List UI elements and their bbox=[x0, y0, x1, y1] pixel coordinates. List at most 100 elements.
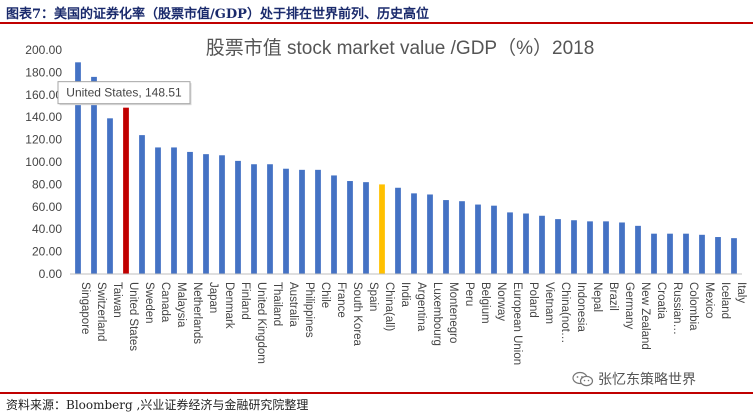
bar bbox=[75, 62, 81, 274]
watermark-text: 张忆东策略世界 bbox=[598, 372, 696, 388]
bar bbox=[123, 107, 129, 275]
x-tick-label: Brazil bbox=[607, 282, 619, 311]
bar bbox=[459, 201, 465, 274]
tooltip-box bbox=[57, 81, 191, 105]
x-tick-label: Australia bbox=[287, 282, 299, 327]
bar bbox=[475, 204, 481, 274]
bar bbox=[667, 233, 673, 274]
bar bbox=[651, 233, 657, 274]
y-axis: 0.00 20.00 40.00 60.00 80.00 100.00 120.00 140.… bbox=[25, 43, 62, 281]
bar bbox=[571, 220, 577, 274]
x-tick-label: Belgium bbox=[479, 282, 491, 324]
bar bbox=[619, 222, 625, 274]
bar bbox=[411, 193, 417, 274]
x-tick-label: Argentina bbox=[415, 282, 427, 332]
bar bbox=[315, 169, 321, 274]
bar bbox=[555, 219, 561, 274]
bar bbox=[507, 212, 513, 274]
x-tick-label: Mexico bbox=[703, 282, 715, 318]
x-tick-label: Spain bbox=[367, 282, 379, 311]
bar bbox=[299, 169, 305, 274]
x-tick-label: Italy bbox=[735, 282, 747, 303]
x-tick-label: Poland bbox=[527, 282, 539, 318]
bar bbox=[187, 151, 193, 274]
bar bbox=[603, 221, 609, 274]
x-tick-label: Taiwan bbox=[111, 282, 123, 318]
bar bbox=[427, 194, 433, 274]
x-tick-label: Croatia bbox=[655, 282, 667, 320]
bar bbox=[251, 164, 257, 274]
x-tick-label: Russian… bbox=[671, 282, 683, 335]
x-tick-label: Germany bbox=[623, 282, 635, 330]
bar bbox=[347, 181, 353, 274]
x-tick-label: Luxembourg bbox=[431, 282, 443, 346]
y-tick-label: 140.00 bbox=[25, 110, 62, 124]
y-tick-label: 40.00 bbox=[32, 222, 62, 236]
x-tick-label: Thailand bbox=[271, 282, 283, 326]
bar bbox=[235, 160, 241, 274]
x-tick-label: China(all) bbox=[383, 282, 395, 331]
x-tick-label: United Kingdom bbox=[255, 282, 267, 364]
x-tick-label: France bbox=[335, 282, 347, 318]
bar bbox=[395, 187, 401, 274]
x-tick-label: South Korea bbox=[351, 282, 363, 347]
x-tick-label: Singapore bbox=[79, 282, 91, 334]
x-tick-label: New Zealand bbox=[639, 282, 651, 350]
x-tick-label: European Union bbox=[511, 282, 523, 365]
y-tick-label: 120.00 bbox=[25, 133, 62, 147]
x-tick-label: United States bbox=[127, 282, 139, 351]
bar bbox=[699, 234, 705, 274]
figure-source: 资料来源：Bloomberg ,兴业证券经济与金融研究院整理 bbox=[6, 398, 309, 412]
x-tick-label: Indonesia bbox=[575, 282, 587, 332]
figure-source-bar: 资料来源：Bloomberg ,兴业证券经济与金融研究院整理 bbox=[0, 392, 753, 412]
y-tick-label: 200.00 bbox=[25, 43, 62, 57]
y-tick-label: 0.00 bbox=[39, 267, 63, 281]
bar bbox=[139, 135, 145, 274]
y-tick-label: 20.00 bbox=[32, 245, 62, 259]
bar bbox=[283, 168, 289, 274]
x-tick-label: Vietnam bbox=[543, 282, 555, 324]
bar bbox=[267, 164, 273, 274]
y-tick-label: 60.00 bbox=[32, 200, 62, 214]
x-tick-label: Switzerland bbox=[95, 282, 107, 341]
bar bbox=[635, 225, 641, 274]
x-tick-label: Norway bbox=[495, 282, 507, 321]
x-tick-label: Peru bbox=[463, 282, 475, 306]
bar-chart: 股票市值 stock market value /GDP（%）2018 0.00… bbox=[25, 37, 747, 365]
x-tick-label: Nepal bbox=[591, 282, 603, 312]
bar bbox=[491, 205, 497, 274]
figure-caption: 图表7：美国的证券化率（股票市值/GDP）处于排在世界前列、历史高位 bbox=[6, 7, 429, 22]
bar bbox=[715, 237, 721, 274]
y-tick-label: 180.00 bbox=[25, 65, 62, 79]
bar bbox=[203, 154, 209, 274]
bar bbox=[91, 76, 97, 274]
x-tick-label: Netherlands bbox=[191, 282, 203, 344]
x-axis: Singapore Switzerland Taiwan United States S… bbox=[79, 282, 747, 365]
x-tick-label: Iceland bbox=[719, 282, 731, 319]
x-tick-label: Colombia bbox=[687, 282, 699, 331]
bar bbox=[107, 118, 113, 274]
data-tooltip: United States, 148.51 bbox=[57, 81, 192, 106]
bar bbox=[523, 213, 529, 274]
x-tick-label: Chile bbox=[319, 282, 331, 308]
x-tick-label: Japan bbox=[207, 282, 219, 313]
bar bbox=[539, 215, 545, 274]
y-tick-label: 100.00 bbox=[25, 155, 62, 169]
x-tick-label: Finland bbox=[239, 282, 251, 320]
x-tick-label: China(not… bbox=[559, 282, 571, 343]
bar bbox=[443, 200, 449, 274]
bar bbox=[683, 233, 689, 274]
bar bbox=[587, 221, 593, 274]
tooltip-label: United States, 148.51 bbox=[66, 86, 182, 100]
bar bbox=[363, 182, 369, 274]
bar bbox=[219, 155, 225, 274]
x-tick-label: Philippines bbox=[303, 282, 315, 338]
y-tick-label: 160.00 bbox=[25, 88, 62, 102]
bar bbox=[155, 147, 161, 274]
bar bbox=[379, 184, 385, 274]
chart-title: 股票市值 stock market value /GDP（%）2018 bbox=[206, 37, 595, 59]
figure-caption-bar: 图表7：美国的证券化率（股票市值/GDP）处于排在世界前列、历史高位 bbox=[0, 0, 753, 24]
bar bbox=[731, 238, 737, 274]
x-tick-label: Sweden bbox=[143, 282, 155, 324]
y-tick-label: 80.00 bbox=[32, 177, 62, 191]
